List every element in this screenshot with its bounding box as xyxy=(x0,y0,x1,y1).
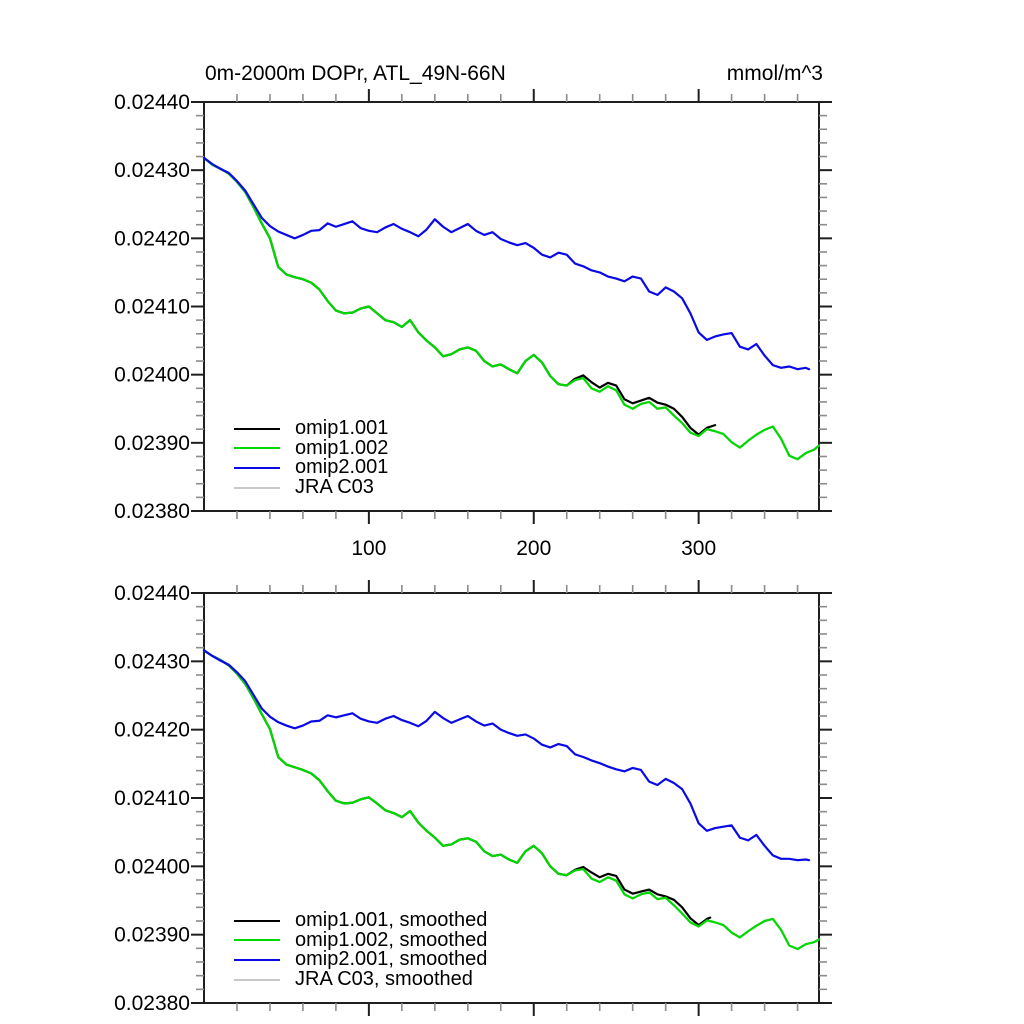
legend-label: omip1.001, smoothed xyxy=(295,909,488,931)
legend-line-swatch xyxy=(234,466,280,469)
legend-label: omip2.001 xyxy=(295,456,389,479)
legend-item: omip2.001, smoothed xyxy=(234,948,488,971)
legend-line-swatch xyxy=(234,939,280,942)
x-tick-label: 300 xyxy=(681,537,716,560)
legend-label: omip1.002 xyxy=(295,436,389,459)
y-tick-label: 0.02420 xyxy=(114,227,190,250)
legend-label: JRA C03 xyxy=(295,475,374,498)
y-tick-label: 0.02400 xyxy=(114,855,190,878)
series-line-omip1.001 xyxy=(202,156,717,436)
x-tick-label: 100 xyxy=(351,537,386,560)
legend-line-swatch xyxy=(234,486,280,489)
legend-item: omip1.002, smoothed xyxy=(234,928,488,951)
series-line-jra-c03-smoothed xyxy=(202,649,821,951)
legend-line-swatch xyxy=(234,978,280,981)
series-line-omip1.002 xyxy=(202,156,821,461)
legend-label: JRA C03, smoothed xyxy=(295,967,473,990)
y-tick-label: 0.02440 xyxy=(114,91,190,114)
y-tick-label: 0.02410 xyxy=(114,296,190,319)
legend-line-swatch xyxy=(234,919,280,922)
series-line-jra-c03 xyxy=(202,156,821,461)
series-line-omip2.001-smoothed xyxy=(202,649,811,862)
legend-line-swatch xyxy=(234,447,280,450)
units-label: mmol/m^3 xyxy=(726,62,823,85)
x-tick-label: 200 xyxy=(516,537,551,560)
y-tick-label: 0.02440 xyxy=(114,582,190,605)
series-line-omip1.001-smoothed xyxy=(202,649,712,927)
legend-line-swatch xyxy=(234,427,280,430)
legend-label: omip2.001, smoothed xyxy=(295,948,488,971)
legend-item: JRA C03 xyxy=(234,475,388,498)
legend-label: omip1.001 xyxy=(295,417,389,439)
y-tick-label: 0.02410 xyxy=(114,787,190,810)
legend-line-swatch xyxy=(234,958,280,961)
legend-label: omip1.002, smoothed xyxy=(295,928,488,951)
legend-item: omip2.001 xyxy=(234,456,389,479)
y-tick-label: 0.02390 xyxy=(114,432,190,455)
plot-title: 0m-2000m DOPr, ATL_49N-66N xyxy=(205,62,506,85)
legend-bottom-panel: omip1.001, smoothed omip1.002, smoothed … xyxy=(234,909,488,990)
y-tick-label: 0.02430 xyxy=(114,159,190,182)
y-tick-label: 0.02430 xyxy=(114,650,190,673)
y-tick-label: 0.02390 xyxy=(114,924,190,947)
y-tick-label: 0.02420 xyxy=(114,719,190,742)
legend-item: JRA C03, smoothed xyxy=(234,967,487,990)
legend-item: omip1.001, smoothed xyxy=(234,909,488,931)
legend-item: omip1.001 xyxy=(234,417,389,439)
y-tick-label: 0.02400 xyxy=(114,364,190,387)
series-line-omip2.001 xyxy=(202,156,811,371)
legend-item: omip1.002 xyxy=(234,436,389,459)
y-tick-label: 0.02380 xyxy=(114,992,190,1015)
series-line-omip1.002-smoothed xyxy=(202,649,821,951)
legend-top-panel: omip1.001 omip1.002 omip2.001 JRA C03 xyxy=(234,417,389,498)
y-tick-label: 0.02380 xyxy=(114,500,190,523)
